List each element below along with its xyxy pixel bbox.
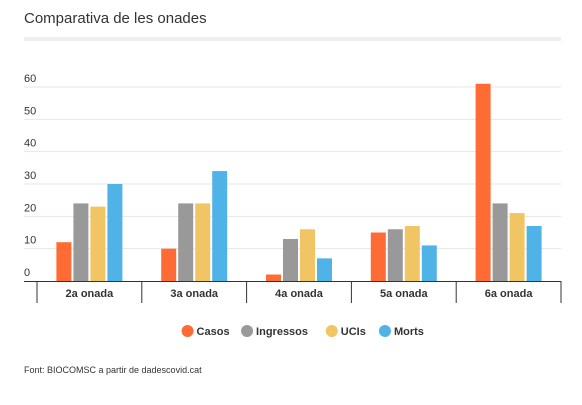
y-tick-label: 0: [24, 267, 30, 279]
legend-marker-casos: [181, 325, 194, 337]
bar-casos: [161, 248, 177, 281]
bar-ucis: [195, 203, 211, 281]
y-tick-label: 50: [24, 105, 36, 117]
bar-ucis: [509, 213, 525, 281]
legend-label: Casos: [197, 326, 230, 338]
bar-ucis: [300, 229, 315, 281]
y-tick-label: 30: [24, 170, 36, 182]
bar-ingressos: [178, 203, 194, 281]
bar-ingressos: [73, 203, 89, 281]
y-tick-label: 40: [24, 138, 36, 150]
x-tick-label: 5a onada: [380, 288, 429, 300]
legend-label: Ingressos: [256, 326, 308, 338]
bar-ingressos: [283, 238, 298, 281]
bar-morts: [421, 245, 437, 281]
y-tick-label: 20: [24, 202, 36, 214]
legend-marker-ucis: [325, 325, 338, 337]
chart-title: Comparativa de les onades: [24, 10, 207, 27]
y-tick-label: 60: [24, 73, 36, 85]
legend-marker-ingressos: [241, 325, 254, 337]
source-note: Font: BIOCOMSC a partir de dadescovid.ca…: [24, 365, 202, 375]
bar-ingressos: [492, 203, 508, 281]
bar-casos: [266, 274, 281, 281]
y-tick-label: 10: [24, 235, 36, 247]
x-tick-label: 2a onada: [66, 288, 115, 300]
x-tick-label: 4a onada: [275, 288, 324, 300]
bar-morts: [212, 171, 228, 281]
bar-ingressos: [387, 229, 403, 281]
bar-morts: [317, 258, 332, 281]
bar-ucis: [90, 206, 106, 281]
bar-ucis: [404, 226, 420, 281]
bar-casos: [56, 242, 72, 281]
title-divider: [24, 37, 561, 41]
bar-casos: [475, 83, 491, 282]
bar-morts: [526, 226, 542, 281]
legend-label: UCIs: [341, 326, 366, 338]
x-tick-label: 3a onada: [170, 288, 219, 300]
x-tick-label: 6a onada: [485, 288, 534, 300]
bar-casos: [370, 232, 386, 281]
legend-label: Morts: [394, 326, 424, 338]
legend-marker-morts: [378, 325, 391, 337]
bar-morts: [107, 184, 123, 281]
